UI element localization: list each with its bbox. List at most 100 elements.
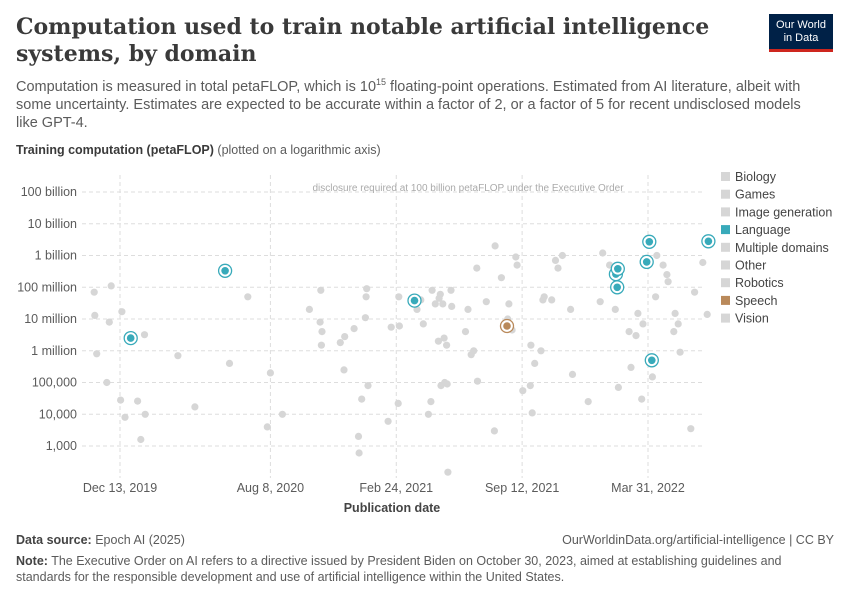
- data-point[interactable]: [361, 314, 369, 322]
- data-point[interactable]: [278, 410, 286, 418]
- data-point[interactable]: [526, 382, 534, 390]
- data-point[interactable]: [105, 318, 113, 326]
- data-point[interactable]: [639, 320, 647, 328]
- data-point[interactable]: [448, 302, 456, 310]
- data-point[interactable]: [554, 264, 562, 272]
- data-point[interactable]: [687, 425, 695, 433]
- data-point[interactable]: [363, 285, 371, 293]
- data-point[interactable]: [137, 435, 145, 444]
- data-point[interactable]: [90, 288, 98, 296]
- highlighted-point-language[interactable]: [407, 293, 422, 308]
- data-point[interactable]: [703, 310, 711, 318]
- data-point[interactable]: [558, 251, 567, 260]
- data-point[interactable]: [505, 300, 513, 308]
- owid-logo[interactable]: Our World in Data: [769, 14, 833, 52]
- legend-item-robotics[interactable]: Robotics: [721, 276, 784, 290]
- data-point[interactable]: [341, 333, 349, 341]
- data-point[interactable]: [599, 249, 607, 257]
- data-point[interactable]: [350, 325, 358, 333]
- highlighted-point-language[interactable]: [639, 254, 654, 270]
- data-point[interactable]: [317, 341, 325, 349]
- data-point[interactable]: [354, 432, 363, 440]
- data-point[interactable]: [340, 366, 348, 374]
- data-point[interactable]: [584, 398, 592, 406]
- data-point[interactable]: [519, 387, 527, 395]
- data-point[interactable]: [140, 331, 149, 339]
- data-point[interactable]: [316, 318, 324, 326]
- legend-item-speech[interactable]: Speech: [721, 294, 777, 308]
- data-point[interactable]: [424, 410, 432, 418]
- data-point[interactable]: [464, 305, 472, 313]
- data-point[interactable]: [527, 341, 535, 349]
- data-point[interactable]: [461, 328, 470, 336]
- data-point[interactable]: [362, 293, 370, 301]
- data-point[interactable]: [305, 305, 313, 313]
- data-point[interactable]: [548, 296, 556, 304]
- data-point[interactable]: [568, 370, 577, 378]
- data-point[interactable]: [443, 341, 451, 349]
- data-point[interactable]: [611, 305, 619, 313]
- data-point[interactable]: [497, 274, 505, 282]
- highlighted-point-language[interactable]: [610, 280, 625, 295]
- highlighted-point-language[interactable]: [610, 261, 625, 276]
- data-point[interactable]: [691, 288, 699, 296]
- data-point[interactable]: [266, 369, 274, 377]
- data-point[interactable]: [318, 328, 326, 336]
- data-point[interactable]: [490, 427, 498, 435]
- data-point[interactable]: [653, 251, 661, 260]
- highlighted-point-language[interactable]: [644, 353, 659, 368]
- data-point[interactable]: [531, 359, 539, 367]
- data-point[interactable]: [436, 290, 444, 298]
- data-point[interactable]: [659, 261, 667, 269]
- legend-item-other[interactable]: Other: [721, 259, 766, 273]
- data-point[interactable]: [567, 305, 575, 313]
- data-point[interactable]: [664, 278, 672, 286]
- data-point[interactable]: [141, 410, 149, 418]
- data-point[interactable]: [387, 323, 395, 331]
- legend-item-vision[interactable]: Vision: [721, 312, 769, 326]
- data-point[interactable]: [632, 332, 640, 340]
- legend-item-multiple-domains[interactable]: Multiple domains: [721, 241, 829, 255]
- legend-item-games[interactable]: Games: [721, 188, 775, 202]
- highlighted-point-language[interactable]: [217, 263, 233, 278]
- data-point[interactable]: [121, 413, 129, 421]
- data-point[interactable]: [537, 347, 545, 355]
- data-point[interactable]: [652, 293, 660, 301]
- data-point[interactable]: [447, 286, 455, 294]
- data-point[interactable]: [513, 261, 521, 269]
- data-point[interactable]: [355, 449, 363, 457]
- data-point[interactable]: [134, 397, 142, 405]
- data-point[interactable]: [244, 293, 252, 301]
- data-point[interactable]: [614, 383, 623, 391]
- data-point[interactable]: [439, 300, 447, 308]
- data-point[interactable]: [428, 286, 436, 294]
- data-point[interactable]: [431, 300, 439, 308]
- data-point[interactable]: [427, 398, 435, 406]
- data-point[interactable]: [394, 399, 402, 407]
- data-point[interactable]: [395, 322, 403, 330]
- data-point[interactable]: [103, 378, 111, 387]
- data-point[interactable]: [93, 350, 101, 358]
- data-point[interactable]: [117, 396, 125, 404]
- data-point[interactable]: [482, 298, 490, 306]
- source-value[interactable]: Epoch AI (2025): [95, 533, 185, 547]
- data-point[interactable]: [663, 271, 671, 279]
- data-point[interactable]: [674, 320, 682, 328]
- data-point[interactable]: [440, 334, 448, 342]
- legend-item-language[interactable]: Language: [721, 223, 791, 237]
- data-point[interactable]: [551, 256, 560, 264]
- legend-item-image-generation[interactable]: Image generation: [721, 205, 832, 219]
- data-point[interactable]: [596, 298, 604, 306]
- data-point[interactable]: [263, 423, 271, 431]
- data-point[interactable]: [395, 293, 403, 301]
- data-point[interactable]: [434, 337, 442, 345]
- data-point[interactable]: [444, 468, 452, 476]
- source-url[interactable]: OurWorldinData.org/artificial-intelligen…: [562, 533, 834, 547]
- highlighted-point-language[interactable]: [642, 234, 657, 249]
- data-point[interactable]: [634, 309, 642, 317]
- highlighted-point-speech[interactable]: [499, 318, 515, 334]
- data-point[interactable]: [225, 359, 234, 367]
- data-point[interactable]: [625, 328, 633, 336]
- data-point[interactable]: [528, 409, 536, 417]
- highlighted-point-language[interactable]: [123, 330, 138, 346]
